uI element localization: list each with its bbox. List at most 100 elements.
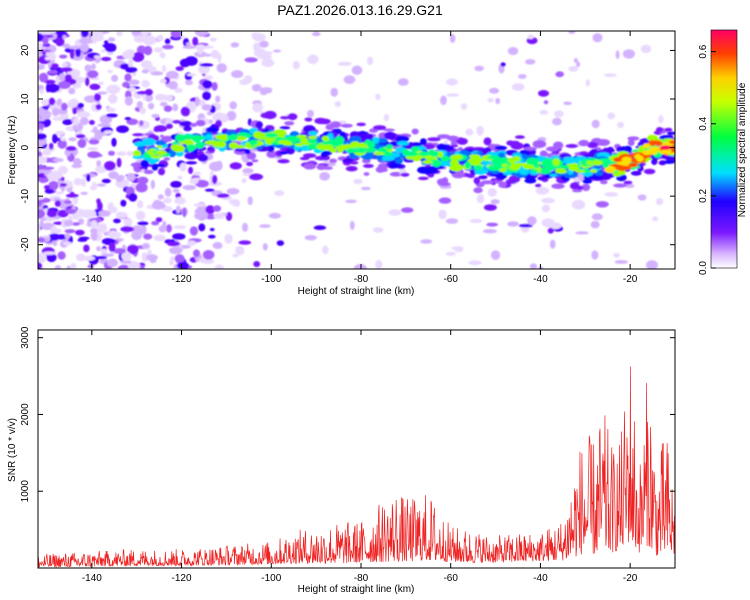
heatmap-cell xyxy=(128,58,134,69)
heatmap-cell xyxy=(637,194,647,201)
heatmap-cell xyxy=(614,260,628,264)
heatmap-cell xyxy=(140,60,153,69)
heatmap-cell xyxy=(607,112,616,120)
y-tick-label: 20 xyxy=(20,44,31,56)
heatmap-cell xyxy=(67,45,82,50)
heatmap-cell xyxy=(549,239,556,249)
heatmap-cell xyxy=(337,145,344,153)
x-tick-label: -120 xyxy=(172,274,192,285)
spectrogram-frame xyxy=(37,30,676,270)
heatmap-cell xyxy=(602,160,610,169)
heatmap-cell xyxy=(518,74,527,79)
heatmap-cell xyxy=(163,105,173,112)
heatmap-cell xyxy=(57,139,67,149)
heatmap-cell xyxy=(164,38,171,45)
heatmap-cell xyxy=(186,73,197,77)
heatmap-cell xyxy=(197,154,209,162)
heatmap-cell xyxy=(229,101,237,110)
heatmap-cell xyxy=(575,231,589,235)
heatmap-cell xyxy=(163,157,171,161)
heatmap-cell xyxy=(148,102,155,110)
heatmap-cell xyxy=(142,35,157,46)
heatmap-cell xyxy=(184,56,198,66)
heatmap-cell xyxy=(126,118,139,126)
heatmap-cell xyxy=(420,138,427,146)
heatmap-cell xyxy=(581,172,594,177)
heatmap-cell xyxy=(576,61,581,68)
heatmap-cell xyxy=(640,44,652,54)
heatmap-cell xyxy=(137,176,149,185)
heatmap-cell xyxy=(372,136,380,144)
heatmap-cell xyxy=(400,172,410,177)
heatmap-cell xyxy=(198,223,206,232)
heatmap-cell xyxy=(97,123,112,128)
heatmap-cell xyxy=(69,191,75,197)
heatmap-cell xyxy=(597,158,611,162)
heatmap-cell xyxy=(617,165,632,171)
heatmap-cell xyxy=(238,240,252,245)
heatmap-cell xyxy=(132,133,145,137)
heatmap-cell xyxy=(44,56,52,61)
heatmap-cell xyxy=(249,173,264,181)
heatmap-cell xyxy=(251,159,259,163)
heatmap-cell xyxy=(121,251,132,262)
heatmap-cell xyxy=(172,144,186,153)
heatmap-cell xyxy=(157,194,164,200)
heatmap-cell xyxy=(287,113,298,121)
heatmap-cell xyxy=(507,221,519,227)
heatmap-cell xyxy=(569,182,580,190)
heatmap-cell xyxy=(524,177,537,184)
x-tick-label: -60 xyxy=(443,274,458,285)
heatmap-cell xyxy=(213,205,222,212)
heatmap-cell xyxy=(177,175,183,180)
heatmap-cell xyxy=(253,48,267,58)
heatmap-cell xyxy=(140,31,149,36)
heatmap-cell xyxy=(486,222,499,227)
heatmap-cell xyxy=(518,223,533,228)
heatmap-cell xyxy=(179,162,187,172)
heatmap-cell xyxy=(365,133,374,140)
heatmap-cell xyxy=(357,147,367,154)
heatmap-cell xyxy=(58,81,71,89)
snr-frame xyxy=(37,329,676,569)
heatmap-cell xyxy=(54,200,62,207)
heatmap-cell xyxy=(543,100,549,105)
heatmap-cell xyxy=(507,47,519,55)
heatmap-cell xyxy=(427,137,441,142)
heatmap-cell xyxy=(514,135,526,139)
heatmap-cell xyxy=(553,110,564,118)
heatmap-cell xyxy=(373,125,387,130)
heatmap-cell xyxy=(61,102,68,111)
heatmap-cell xyxy=(465,128,474,136)
heatmap-cell xyxy=(96,198,101,205)
heatmap-cell xyxy=(396,141,409,146)
heatmap-cell xyxy=(445,218,459,224)
heatmap-cell xyxy=(498,152,506,159)
heatmap-cell xyxy=(617,121,625,129)
heatmap-cell xyxy=(77,139,87,148)
heatmap-cell xyxy=(261,51,274,55)
heatmap-cell xyxy=(613,252,620,258)
heatmap-cell xyxy=(51,63,59,69)
heatmap-cell xyxy=(259,40,269,48)
heatmap-cell xyxy=(205,205,215,214)
heatmap-cell xyxy=(436,178,448,186)
heatmap-cell xyxy=(172,120,182,124)
heatmap-cell xyxy=(669,140,675,145)
heatmap-cell xyxy=(564,156,578,165)
heatmap-cell xyxy=(170,31,182,38)
heatmap-cell xyxy=(406,146,413,150)
heatmap-cell xyxy=(251,84,262,92)
heatmap-cell xyxy=(418,151,430,157)
heatmap-cell xyxy=(624,183,635,188)
heatmap-cell xyxy=(209,37,217,42)
heatmap-cell xyxy=(98,210,111,217)
heatmap-cell xyxy=(211,82,218,91)
heatmap-cell xyxy=(143,233,153,240)
heatmap-cell xyxy=(58,165,68,175)
heatmap-cell xyxy=(164,187,172,197)
x-tick-label: -100 xyxy=(261,573,281,584)
spectrogram-heatmap xyxy=(38,31,675,269)
heatmap-cell xyxy=(182,184,196,191)
heatmap-cell xyxy=(259,224,271,228)
